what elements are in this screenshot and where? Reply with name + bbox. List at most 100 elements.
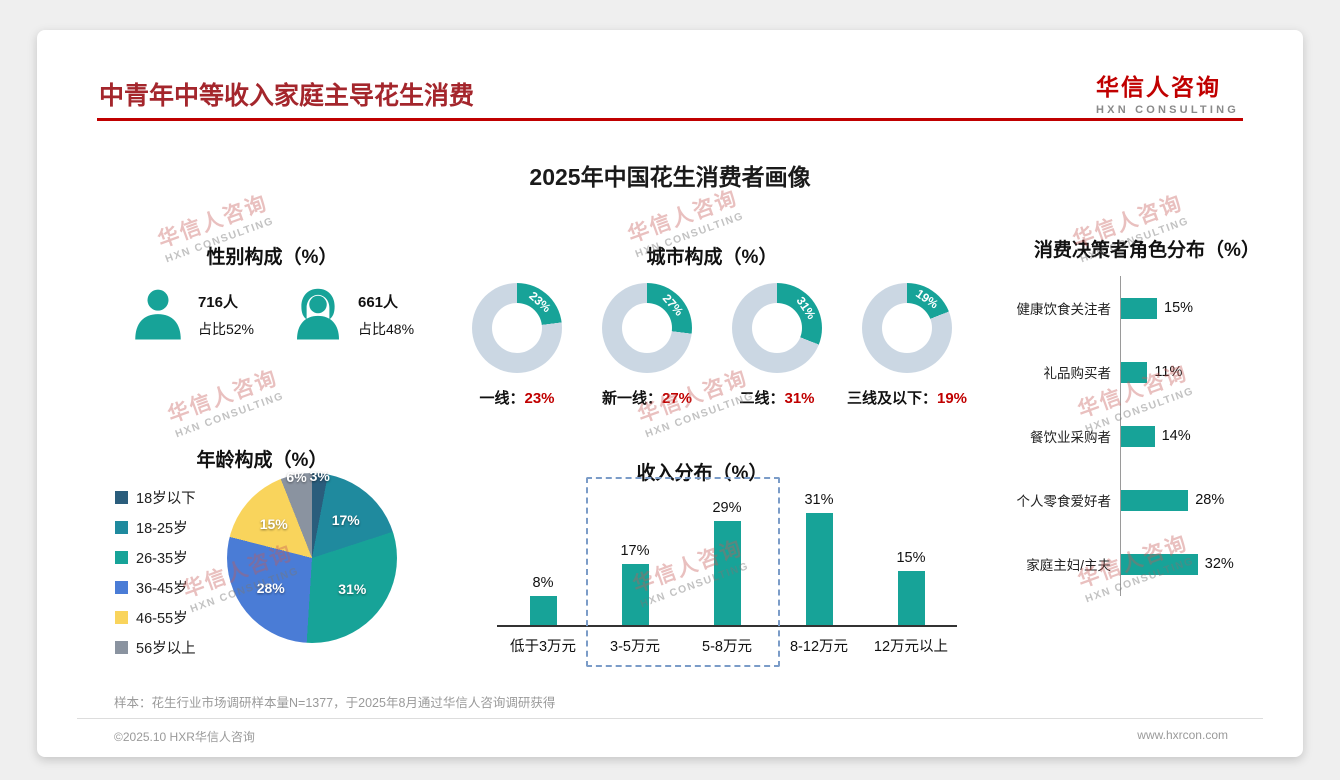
pie-percent-label: 31% bbox=[338, 581, 367, 598]
pie-percent-label: 28% bbox=[256, 579, 285, 596]
city-donut: 19% bbox=[862, 283, 952, 373]
income-column: 15% bbox=[865, 550, 957, 625]
income-bar bbox=[897, 571, 925, 625]
footer-copyright: ©2025.10 HXR华信人咨询 bbox=[114, 730, 255, 744]
city-section: 城市构成（%） 23% 一线：23% 27% 新一线：27% 31% 二线：31% 19% 三… bbox=[452, 242, 972, 408]
slide-card: 中青年中等收入家庭主导花生消费 华信人咨询 HXN CONSULTING 202… bbox=[37, 30, 1303, 757]
legend-label: 36-45岁 bbox=[136, 580, 188, 597]
donut-caption-value: 23% bbox=[524, 390, 555, 407]
legend-item: 18-25岁 bbox=[115, 512, 196, 542]
income-bar-chart: 8% 17% 29% 31% 15% 低于3万元 3-5万元 5-8万元 8-12万元 12万元… bbox=[497, 485, 957, 656]
city-donut: 23% bbox=[472, 283, 562, 373]
income-value-label: 15% bbox=[896, 550, 926, 566]
income-bar bbox=[529, 596, 557, 625]
decision-row: 个人零食爱好者 28% bbox=[1002, 468, 1292, 532]
brand-logo-cn: 华信人咨询 bbox=[1096, 74, 1222, 100]
decision-bar bbox=[1121, 297, 1157, 319]
legend-item: 18岁以下 bbox=[115, 482, 196, 512]
legend-item: 36-45岁 bbox=[115, 572, 196, 602]
decision-section: 消费决策者角色分布（%） 健康饮食关注者 15% 礼品购买者 11% 餐饮业采购者 14%… bbox=[1002, 235, 1292, 596]
decision-bar-zone: 32% bbox=[1120, 532, 1292, 596]
income-column: 31% bbox=[773, 492, 865, 625]
decision-section-title: 消费决策者角色分布（%） bbox=[1034, 240, 1260, 261]
decision-bar bbox=[1121, 425, 1155, 447]
legend-swatch bbox=[115, 550, 128, 564]
donut-hole bbox=[622, 303, 672, 353]
decision-category-label: 家庭主妇/主夫 bbox=[1026, 558, 1111, 573]
income-category-label: 8-12万元 bbox=[789, 639, 849, 655]
income-value-label: 17% bbox=[620, 542, 650, 559]
donut-hole bbox=[492, 303, 542, 353]
income-column: 29% bbox=[681, 500, 773, 625]
income-category-label: 3-5万元 bbox=[610, 639, 660, 655]
donut-caption-label: 二线： bbox=[739, 390, 785, 407]
city-donut: 27% bbox=[602, 283, 692, 373]
legend-item: 56岁以上 bbox=[115, 632, 196, 662]
age-section-title: 年龄构成（%） bbox=[196, 450, 328, 471]
decision-category-label: 个人零食爱好者 bbox=[1016, 494, 1112, 509]
city-donut-cell: 23% 一线：23% bbox=[452, 283, 582, 408]
gender-female: 661人 占比48% bbox=[290, 285, 414, 345]
income-category-label: 12万元以上 bbox=[873, 639, 949, 655]
donut-caption-value: 31% bbox=[784, 390, 815, 407]
watermark-line1: 华信人咨询 bbox=[164, 366, 281, 428]
decision-category-label: 健康饮食关注者 bbox=[1016, 302, 1112, 317]
donut-hole bbox=[752, 303, 802, 353]
donut-caption: 新一线：27% bbox=[602, 387, 692, 408]
income-plot: 8% 17% 29% 31% 15% bbox=[497, 485, 957, 627]
income-category-label: 5-8万元 bbox=[702, 639, 752, 655]
donut-caption-value: 19% bbox=[936, 390, 968, 407]
gender-row: 716人 占比52% 661人 占比48% bbox=[107, 285, 437, 345]
decision-value-label: 28% bbox=[1195, 492, 1225, 508]
brand-logo: 华信人咨询 HXN CONSULTING bbox=[1096, 68, 1239, 116]
income-bar bbox=[805, 513, 833, 625]
decision-value-label: 15% bbox=[1164, 300, 1194, 316]
decision-row: 健康饮食关注者 15% bbox=[1002, 276, 1292, 340]
donut-caption-label: 一线： bbox=[479, 390, 525, 407]
decision-bar bbox=[1121, 553, 1198, 575]
pie-percent-label: 17% bbox=[331, 511, 360, 528]
city-donut: 31% bbox=[732, 283, 822, 373]
decision-value-label: 11% bbox=[1154, 364, 1183, 380]
income-value-label: 29% bbox=[712, 499, 742, 516]
decision-bar-zone: 28% bbox=[1120, 468, 1292, 532]
legend-swatch bbox=[115, 490, 128, 504]
legend-swatch bbox=[115, 520, 128, 534]
female-share: 占比48% bbox=[358, 321, 415, 337]
watermark-line2: HXN CONSULTING bbox=[173, 389, 286, 441]
city-donut-cell: 31% 二线：31% bbox=[712, 283, 842, 408]
infographic-title: 2025年中国花生消费者画像 bbox=[529, 164, 811, 190]
decision-category-label: 餐饮业采购者 bbox=[1030, 430, 1111, 445]
decision-value-label: 32% bbox=[1204, 556, 1234, 572]
gender-section-title: 性别构成（%） bbox=[206, 247, 338, 268]
decision-bar bbox=[1121, 489, 1189, 511]
gender-section: 性别构成（%） 716人 占比52% 661人 bbox=[107, 242, 437, 345]
gender-male: 716人 占比52% bbox=[130, 285, 254, 345]
decision-bar-zone: 14% bbox=[1120, 404, 1292, 468]
legend-label: 18-25岁 bbox=[136, 520, 188, 537]
income-bar bbox=[621, 563, 649, 625]
footer-website: www.hxrcon.com bbox=[1137, 728, 1228, 742]
decision-row: 餐饮业采购者 14% bbox=[1002, 404, 1292, 468]
decision-row: 礼品购买者 11% bbox=[1002, 340, 1292, 404]
male-share: 占比52% bbox=[197, 321, 254, 337]
legend-swatch bbox=[115, 640, 128, 654]
page-title: 中青年中等收入家庭主导花生消费 bbox=[99, 82, 475, 110]
decision-bar bbox=[1121, 361, 1148, 383]
decision-bar-zone: 15% bbox=[1120, 276, 1292, 340]
city-donut-row: 23% 一线：23% 27% 新一线：27% 31% 二线：31% 19% 三线及以下：19% bbox=[452, 283, 972, 408]
watermark: 华信人咨询 HXN CONSULTING bbox=[163, 362, 286, 441]
female-count: 661人 bbox=[358, 294, 399, 311]
income-value-label: 31% bbox=[804, 492, 834, 509]
decision-row: 家庭主妇/主夫 32% bbox=[1002, 532, 1292, 596]
city-donut-cell: 19% 三线及以下：19% bbox=[842, 283, 972, 408]
sample-footnote: 样本：花生行业市场调研样本量N=1377，于2025年8月通过华信人咨询调研获得 bbox=[114, 696, 556, 710]
city-section-title: 城市构成（%） bbox=[646, 247, 778, 268]
decision-bar-chart: 健康饮食关注者 15% 礼品购买者 11% 餐饮业采购者 14% 个人零食爱好者 28% 家庭主… bbox=[1002, 276, 1292, 596]
income-bar bbox=[713, 520, 741, 625]
donut-caption-label: 三线及以下： bbox=[846, 390, 937, 407]
legend-swatch bbox=[115, 580, 128, 594]
donut-caption: 一线：23% bbox=[479, 387, 554, 408]
pie-percent-label: 15% bbox=[259, 516, 288, 533]
footer-divider bbox=[77, 718, 1263, 719]
